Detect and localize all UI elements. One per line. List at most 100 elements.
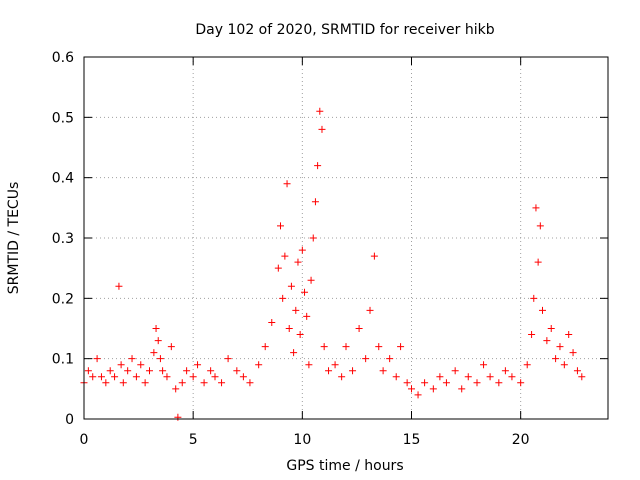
data-point: [279, 294, 287, 302]
data-point: [320, 343, 328, 351]
data-point: [349, 367, 357, 375]
data-point: [132, 373, 140, 381]
data-point: [331, 361, 339, 369]
data-point: [528, 331, 536, 339]
data-point: [174, 413, 182, 421]
x-tick-label: 20: [512, 432, 530, 448]
data-point: [283, 180, 291, 188]
data-point: [172, 385, 180, 393]
data-point: [146, 367, 153, 375]
y-tick-label: 0.5: [52, 110, 74, 126]
x-axis-label: GPS time / hours: [286, 458, 403, 474]
data-point: [124, 367, 132, 375]
plot-frame: [83, 56, 609, 420]
data-point: [281, 252, 289, 260]
data-point: [119, 379, 127, 387]
data-point: [207, 367, 215, 375]
data-point: [106, 367, 114, 375]
data-point: [403, 379, 411, 387]
data-point: [429, 385, 437, 393]
data-point: [486, 373, 494, 381]
data-point: [294, 258, 302, 266]
data-point: [183, 367, 191, 375]
data-point: [560, 361, 568, 369]
data-point: [285, 325, 293, 332]
data-point: [338, 373, 346, 381]
data-point: [539, 306, 546, 314]
data-point: [318, 125, 326, 133]
data-point: [421, 379, 429, 387]
data-point: [314, 162, 322, 170]
y-tick-label: 0.4: [52, 171, 74, 187]
data-point: [117, 361, 125, 369]
chart-title: Day 102 of 2020, SRMTID for receiver hik…: [195, 22, 494, 38]
data-point: [536, 222, 544, 230]
data-point: [239, 373, 247, 381]
data-point: [89, 373, 97, 381]
data-point: [111, 373, 119, 381]
data-point: [473, 379, 481, 387]
data-point: [277, 222, 284, 230]
data-point: [532, 204, 540, 212]
data-point: [189, 373, 197, 381]
data-point: [137, 361, 145, 369]
data-point: [495, 379, 503, 387]
data-point: [115, 282, 123, 290]
data-point: [152, 325, 160, 332]
x-tick-label: 0: [80, 432, 89, 448]
data-point: [451, 367, 459, 375]
data-point: [298, 246, 306, 254]
data-point: [578, 373, 586, 381]
x-tick-label: 10: [293, 432, 311, 448]
data-point: [523, 361, 531, 369]
data-point: [392, 373, 400, 381]
data-point: [543, 337, 551, 345]
data-point: [311, 198, 319, 206]
data-point: [261, 343, 269, 351]
data-point: [233, 367, 241, 375]
data-point: [218, 379, 226, 387]
data-point: [163, 373, 171, 381]
data-point: [366, 306, 374, 314]
data-point: [573, 367, 581, 375]
data-point: [316, 107, 324, 115]
data-point: [569, 349, 577, 357]
data-point: [287, 282, 295, 290]
y-axis-label: SRMTID / TECUs: [6, 182, 22, 295]
data-point: [305, 361, 313, 369]
data-point: [530, 294, 538, 302]
data-point: [301, 288, 309, 296]
data-point: [325, 367, 333, 375]
data-point: [84, 367, 92, 375]
x-tick-label: 5: [189, 432, 198, 448]
data-point: [93, 355, 101, 363]
data-point: [397, 343, 405, 351]
data-point: [159, 367, 167, 375]
data-point: [408, 385, 415, 393]
data-point: [246, 379, 254, 387]
data-point: [224, 355, 232, 363]
data-point: [102, 379, 110, 387]
data-point: [414, 391, 422, 399]
data-point: [156, 355, 164, 363]
data-point: [547, 325, 555, 332]
data-point: [150, 349, 158, 357]
y-tick-label: 0.6: [52, 50, 74, 66]
data-points: [80, 107, 586, 421]
data-point: [508, 373, 516, 381]
y-tick-label: 0.2: [52, 291, 74, 307]
data-point: [307, 276, 315, 284]
x-tick-label: 15: [403, 432, 421, 448]
data-point: [97, 373, 105, 381]
data-point: [436, 373, 444, 381]
data-point: [370, 252, 378, 260]
data-point: [141, 379, 149, 387]
data-point: [375, 343, 383, 351]
data-point: [268, 318, 276, 326]
y-tick-label: 0.1: [52, 352, 74, 368]
data-point: [565, 331, 573, 339]
data-point: [362, 355, 370, 363]
data-point: [556, 343, 564, 351]
